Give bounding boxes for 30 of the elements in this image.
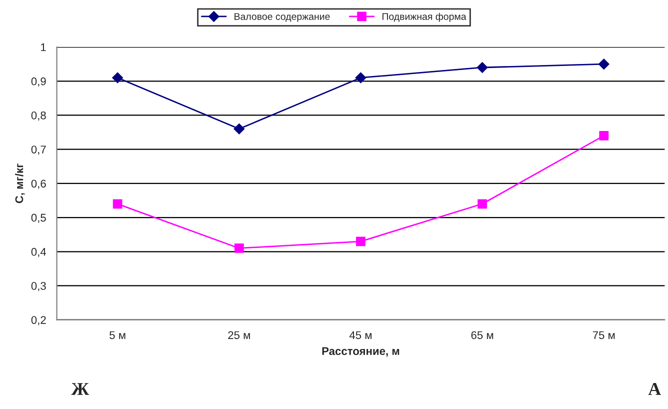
point [598, 58, 610, 70]
x-tick-label: 65 м [471, 331, 494, 340]
point [234, 244, 244, 253]
point [356, 236, 366, 246]
text: Ж [71, 383, 90, 395]
legend-label: Валовое содержание [234, 13, 330, 22]
y-tick-label: 0,6 [31, 180, 46, 189]
y-tick-label: 1 [41, 43, 46, 52]
x-tick-label: 5 м [110, 331, 126, 340]
point [476, 62, 488, 73]
y-tick-label: 0,8 [31, 112, 46, 121]
point [112, 72, 123, 84]
point [234, 123, 245, 134]
point [355, 72, 366, 84]
y-tick-label: 0,7 [31, 146, 46, 155]
y-tick-label: 0,9 [31, 77, 46, 87]
point [478, 199, 487, 209]
y-tick-label: 0,2 [31, 316, 46, 326]
point [599, 131, 609, 140]
point [112, 199, 122, 209]
x-tick-label: 75 м [592, 331, 615, 340]
y-tick-label: 0,3 [31, 282, 46, 292]
legend-label: Подвижная форма [382, 12, 466, 22]
x-tick-label: 25 м [228, 331, 250, 340]
y-axis-title: С, мг/кг [15, 164, 25, 204]
x-tick-label: 45 м [349, 331, 372, 340]
text: А [648, 383, 662, 395]
x-axis-title: Расстояние, м [322, 347, 400, 357]
y-tick-label: 0,4 [31, 248, 46, 258]
y-tick-label: 0,5 [31, 214, 46, 223]
